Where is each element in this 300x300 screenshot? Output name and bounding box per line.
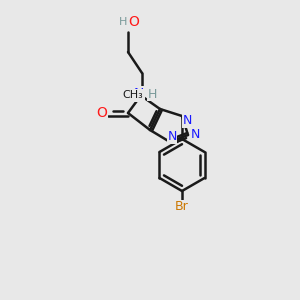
Text: O: O — [97, 106, 107, 120]
Text: H: H — [119, 17, 127, 27]
Text: O: O — [129, 15, 140, 29]
Text: H: H — [147, 88, 157, 100]
Text: N: N — [134, 87, 144, 101]
Text: Br: Br — [175, 200, 189, 214]
Text: N: N — [190, 128, 200, 142]
Text: N: N — [167, 130, 177, 143]
Text: CH₃: CH₃ — [123, 90, 143, 100]
Text: N: N — [182, 115, 192, 128]
